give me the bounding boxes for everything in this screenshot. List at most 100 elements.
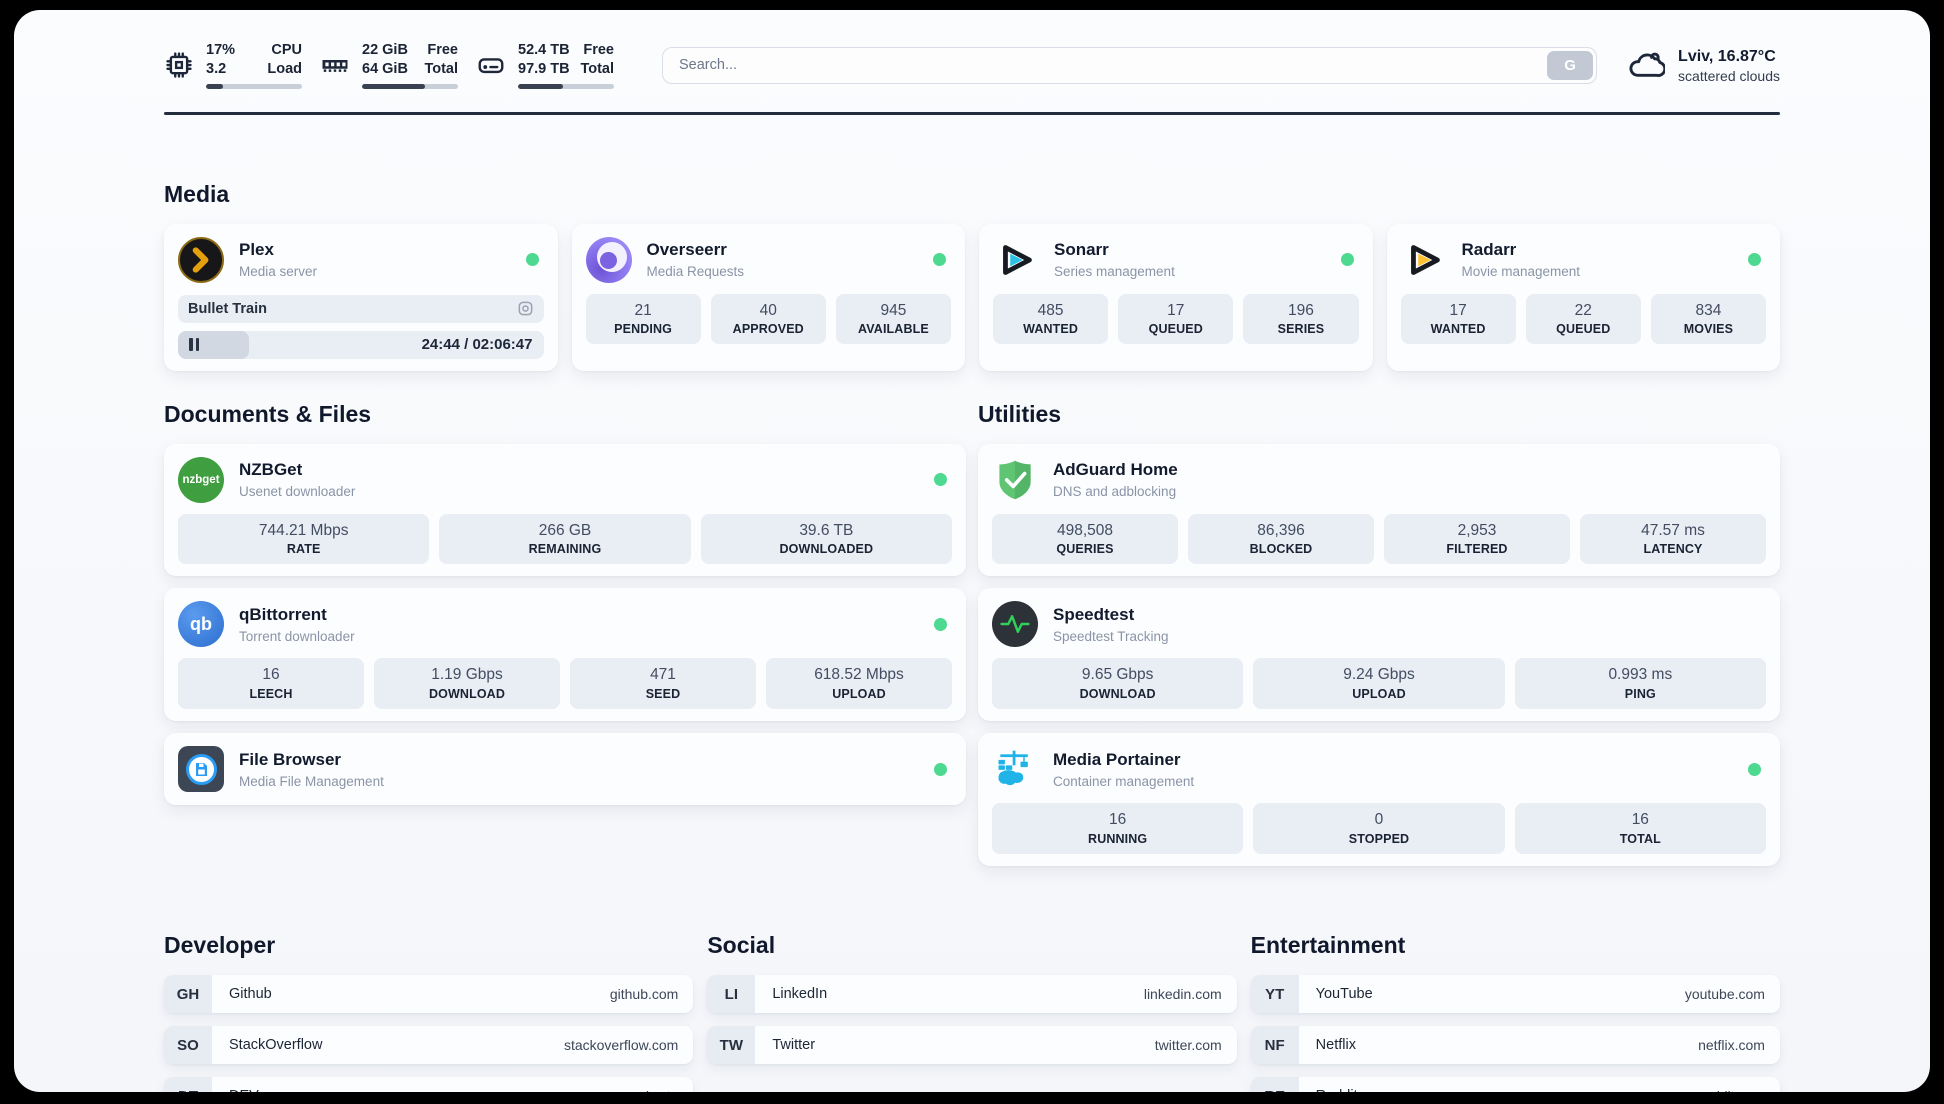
app-card-nzbget: nzbget NZBGet Usenet downloader 744.21 M…: [164, 443, 966, 577]
bookmarks-developer: Developer GH Github github.com SO StackO…: [164, 932, 694, 1092]
top-bar: 17% 3.2 CPU Load: [164, 36, 1780, 94]
bookmark-url: reddit.com: [1700, 1088, 1780, 1092]
overseerr-app-link[interactable]: Overseerr Media Requests: [585, 236, 952, 284]
stat-value: 22: [1574, 301, 1592, 319]
radarr-icon: [1401, 237, 1447, 283]
bookmark-reddit[interactable]: RE Reddit reddit.com: [1250, 1077, 1780, 1092]
filebrowser-icon: [178, 746, 224, 793]
bookmark-url: netflix.com: [1698, 1037, 1765, 1054]
cpu-progress-track: [206, 83, 302, 89]
bookmark-name: YouTube: [1315, 986, 1373, 1003]
weather-widget: Lviv, 16.87°C scattered clouds: [1627, 46, 1780, 84]
bookmark-twitter[interactable]: TW Twitter twitter.com: [707, 1026, 1237, 1065]
stat-value: 16: [1109, 811, 1127, 829]
stat-tile: 86,396 BLOCKED: [1188, 513, 1374, 565]
radarr-app-link[interactable]: Radarr Movie management: [1401, 236, 1767, 284]
header-divider: [164, 112, 1780, 115]
app-title: Plex: [239, 240, 274, 260]
bookmark-dev[interactable]: DT DEV dev.to: [164, 1077, 694, 1092]
now-playing-title: Bullet Train: [188, 300, 267, 317]
status-online-dot: [1340, 253, 1354, 266]
stat-label: DOWNLOADED: [779, 542, 874, 557]
stat-label: QUEUED: [1148, 322, 1203, 337]
app-description: Usenet downloader: [239, 483, 356, 499]
memory-total-value: 64 GiB: [362, 61, 408, 77]
app-title: File Browser: [239, 750, 342, 770]
stat-tile: 945 AVAILABLE: [835, 293, 952, 345]
plex-playback-progress: 24:44 / 02:06:47: [178, 330, 544, 359]
app-description: Torrent downloader: [239, 628, 355, 644]
stat-tile: 266 GB REMAINING: [439, 513, 691, 565]
search-input[interactable]: [662, 46, 1598, 84]
stat-tile: 22 QUEUED: [1525, 293, 1641, 345]
utilities-column: Utilities: [978, 401, 1780, 867]
stat-label: FILTERED: [1446, 542, 1508, 557]
stat-tile: 2,953 FILTERED: [1384, 513, 1570, 565]
nzbget-icon-text: nzbget: [182, 473, 220, 486]
stat-label: WANTED: [1023, 322, 1079, 337]
stat-tiles: 21 PENDING 40 APPROVED 945 AVAILABLE: [585, 293, 952, 345]
bookmark-stackoverflow[interactable]: SO StackOverflow stackoverflow.com: [164, 1026, 694, 1065]
section-title-entertainment: Entertainment: [1250, 932, 1406, 959]
cpu-load-value: 3.2: [206, 61, 227, 77]
section-title-utilities: Utilities: [978, 400, 1062, 427]
adguard-app-link[interactable]: AdGuard Home DNS and adblocking: [992, 456, 1766, 504]
stat-tile: 40 APPROVED: [710, 293, 826, 345]
stat-label: LEECH: [249, 687, 293, 702]
qbittorrent-app-link[interactable]: qb qBittorrent Torrent downloader: [178, 600, 952, 648]
session-icon: [518, 301, 532, 316]
speedtest-app-link[interactable]: Speedtest Speedtest Tracking: [992, 600, 1766, 648]
stat-label: PING: [1624, 687, 1656, 702]
stat-tile: 39.6 TB DOWNLOADED: [700, 513, 952, 565]
stat-tile: 9.24 Gbps UPLOAD: [1253, 658, 1505, 710]
filebrowser-app-link[interactable]: File Browser Media File Management: [178, 745, 952, 793]
stat-label: REMAINING: [528, 542, 602, 557]
stat-label: DOWNLOAD: [429, 687, 505, 702]
stat-tile: 16 RUNNING: [992, 803, 1244, 855]
stat-value: 47.57 ms: [1641, 521, 1705, 539]
sonarr-app-link[interactable]: Sonarr Series management: [993, 236, 1359, 284]
cpu-widget: 17% 3.2 CPU Load: [164, 41, 302, 89]
memory-progress-track: [362, 83, 458, 89]
app-card-speedtest: Speedtest Speedtest Tracking 9.65 Gbps D…: [978, 588, 1780, 722]
app-title: NZBGet: [239, 460, 303, 480]
status-online-dot: [934, 617, 947, 631]
stat-tile: 47.57 ms LATENCY: [1580, 513, 1766, 565]
bookmark-youtube[interactable]: YT YouTube youtube.com: [1250, 975, 1780, 1014]
stat-tiles: 744.21 Mbps RATE 266 GB REMAINING 39.6 T…: [178, 513, 952, 565]
stat-value: 17: [1167, 301, 1185, 319]
stat-label: PENDING: [614, 322, 672, 337]
stat-label: SEED: [645, 687, 681, 702]
stat-tile: 618.52 Mbps UPLOAD: [766, 658, 952, 710]
bookmark-name: StackOverflow: [229, 1037, 323, 1054]
app-description: Speedtest Tracking: [1053, 628, 1169, 644]
bookmark-url: dev.to: [641, 1088, 693, 1092]
status-online-dot: [934, 762, 947, 776]
bookmark-github[interactable]: GH Github github.com: [164, 975, 694, 1014]
plex-app-link[interactable]: Plex Media server: [178, 236, 544, 284]
stat-value: 9.24 Gbps: [1343, 666, 1415, 684]
stat-tile: 0.993 ms PING: [1514, 658, 1766, 710]
app-title: Radarr: [1461, 240, 1517, 260]
bookmark-netflix[interactable]: NF Netflix netflix.com: [1250, 1026, 1780, 1065]
bookmark-linkedin[interactable]: LI LinkedIn linkedin.com: [707, 975, 1237, 1014]
disk-progress-fill: [518, 83, 564, 89]
stat-value: 17: [1449, 301, 1467, 319]
app-description: DNS and adblocking: [1053, 483, 1177, 499]
bookmarks-entertainment: Entertainment YT YouTube youtube.com NF …: [1250, 932, 1780, 1092]
plex-icon: [178, 236, 224, 283]
portainer-app-link[interactable]: Media Portainer Container management: [992, 745, 1766, 793]
stat-label: RUNNING: [1088, 832, 1148, 847]
stat-tile: 9.65 Gbps DOWNLOAD: [992, 658, 1244, 710]
bookmark-abbr: GH: [164, 975, 212, 1014]
stat-tile: 0 STOPPED: [1253, 803, 1505, 855]
stat-label: RATE: [286, 542, 321, 557]
weather-location-temp: Lviv, 16.87°C: [1678, 48, 1776, 66]
cpu-usage-value: 17%: [206, 42, 236, 59]
stat-label: QUEUED: [1556, 322, 1611, 337]
search-engine-button[interactable]: G: [1547, 50, 1594, 80]
app-title: Media Portainer: [1053, 750, 1181, 770]
stat-value: 0.993 ms: [1608, 666, 1673, 684]
stat-value: 9.65 Gbps: [1081, 666, 1154, 684]
nzbget-app-link[interactable]: nzbget NZBGet Usenet downloader: [178, 456, 952, 504]
